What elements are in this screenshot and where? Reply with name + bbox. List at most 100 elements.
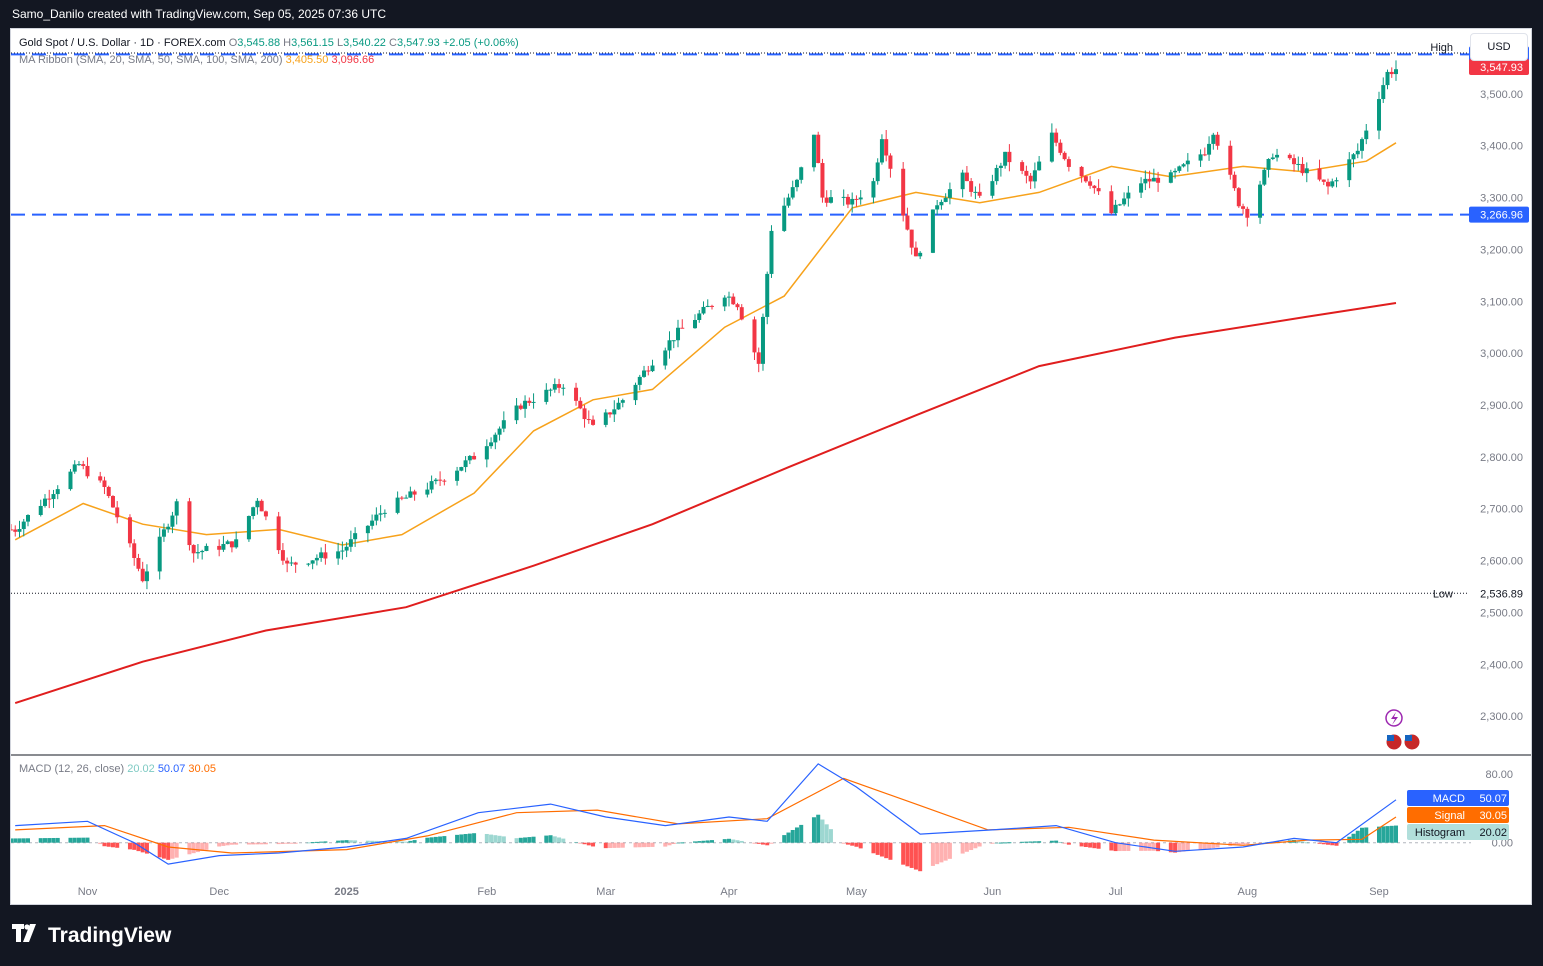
macd-histogram-bar <box>11 838 13 843</box>
candle-body <box>1028 175 1033 182</box>
candle-body <box>811 134 816 168</box>
macd-histogram-bar <box>977 842 982 847</box>
macd-histogram-bar <box>1168 842 1173 853</box>
tradingview-footer: TradingView <box>12 924 171 948</box>
candle-body <box>918 252 923 257</box>
candle-body <box>1364 130 1369 140</box>
sma200-line <box>14 302 1397 705</box>
macd-histogram-bar <box>731 839 736 843</box>
candle-body <box>51 494 56 500</box>
macd-histogram-bar <box>1024 841 1029 843</box>
candle-body <box>285 560 290 564</box>
macd-histogram-bar <box>642 842 647 848</box>
candle-body <box>489 442 494 447</box>
candle-body <box>255 500 260 508</box>
macd-histogram-bar <box>616 842 621 848</box>
candle-body <box>365 525 370 534</box>
lightning-event-icon <box>1385 709 1403 727</box>
macd-histogram-bar <box>1321 842 1326 845</box>
candle-body <box>1049 132 1054 162</box>
candle-body <box>98 476 103 481</box>
candle-body <box>459 467 464 471</box>
macd-histogram-bar <box>693 841 698 843</box>
macd-histogram-bar <box>527 837 532 843</box>
candle-body <box>973 191 978 193</box>
candle-body <box>760 316 765 364</box>
ma-ribbon-label[interactable]: MA Ribbon (SMA, 20, SMA, 50, SMA, 100, S… <box>19 54 283 66</box>
candle-body <box>102 480 107 487</box>
candle-body <box>306 563 311 565</box>
candle-body <box>816 134 821 164</box>
macd-histogram-bar <box>620 842 625 848</box>
macd-histogram-bar <box>68 837 73 843</box>
macd-histogram-bar <box>820 819 825 843</box>
macd-histogram-bar <box>1360 827 1365 843</box>
macd-histogram-bar <box>990 842 995 844</box>
symbol-title[interactable]: Gold Spot / U.S. Dollar · 1D · FOREX.com <box>19 37 226 49</box>
macd-histogram-bar <box>845 842 850 845</box>
candle-body <box>875 162 880 182</box>
macd-histogram-bar <box>395 841 400 843</box>
candle-body <box>913 247 918 257</box>
low-label-legend: L <box>336 37 344 49</box>
macd-histogram-bar <box>790 830 795 843</box>
candle-body <box>612 409 617 415</box>
macd-histogram-bar <box>1049 840 1054 843</box>
macd-histogram-bar <box>340 840 345 843</box>
currency-button[interactable]: USD <box>1470 33 1528 61</box>
candle-body <box>493 434 498 443</box>
low-badge-label: Low <box>1433 588 1453 600</box>
candle-body <box>1024 170 1029 176</box>
chart-canvas[interactable]: 2,300.00 2,400.00 2,500.00 2,600.00 2,700.00… <box>11 29 1531 904</box>
macd-histogram-bar <box>557 837 562 843</box>
candle-body <box>935 205 940 210</box>
candle-body <box>157 536 162 572</box>
macd-histogram-bar <box>603 842 608 849</box>
price-pane <box>11 52 1471 705</box>
macd-histogram-bar <box>472 833 477 843</box>
chart-panel[interactable]: 2,300.00 2,400.00 2,500.00 2,600.00 2,700.00… <box>10 28 1532 905</box>
candle-body <box>276 516 281 551</box>
candle-body <box>871 181 876 198</box>
macd-histogram-bar <box>816 814 821 843</box>
macd-histogram-bar <box>13 838 18 843</box>
macd-histogram-bar <box>1241 842 1246 845</box>
macd-histogram-bar <box>1126 842 1131 851</box>
macd-histogram-bar <box>195 842 200 853</box>
candle-body <box>1032 170 1037 182</box>
candle-body <box>1066 159 1071 167</box>
candle-body <box>1360 139 1365 151</box>
macd-histogram-bar <box>875 842 880 855</box>
candle-body <box>370 520 375 526</box>
macd-histogram-bar <box>722 839 727 843</box>
candle-body <box>85 465 90 477</box>
macd-histogram-bar <box>1326 842 1331 845</box>
candle-body <box>1355 150 1360 155</box>
candle-body <box>1122 198 1127 205</box>
candle-body <box>110 496 115 508</box>
macd-histogram-bar <box>760 842 765 845</box>
candle-body <box>1296 163 1301 165</box>
macd-histogram-bar <box>1122 842 1127 852</box>
candle-body <box>1139 183 1144 193</box>
macd-histogram-bar <box>561 838 566 843</box>
candle-body <box>1126 192 1131 199</box>
candle-body <box>501 420 506 429</box>
candle-body <box>191 545 196 554</box>
candle-body <box>676 327 681 341</box>
macd-histogram-bar <box>994 842 999 844</box>
macd-histogram-bar <box>1364 827 1369 843</box>
macd-histogram-bar <box>399 841 404 843</box>
candle-body <box>1198 154 1203 161</box>
macd-histogram-bar <box>858 842 863 849</box>
macd-indicator-label[interactable]: MACD (12, 26, close) <box>19 763 125 775</box>
candle-body <box>144 571 149 582</box>
macd-histogram-bar <box>1202 842 1207 850</box>
macd-histogram-bar <box>38 838 43 843</box>
macd-histogram-bar <box>463 834 468 843</box>
time-axis-label: Mar <box>596 886 615 898</box>
candle-body <box>680 327 685 329</box>
candle-body <box>55 489 60 495</box>
macd-histogram-bar <box>251 842 256 845</box>
macd-histogram-bar <box>1117 842 1122 852</box>
